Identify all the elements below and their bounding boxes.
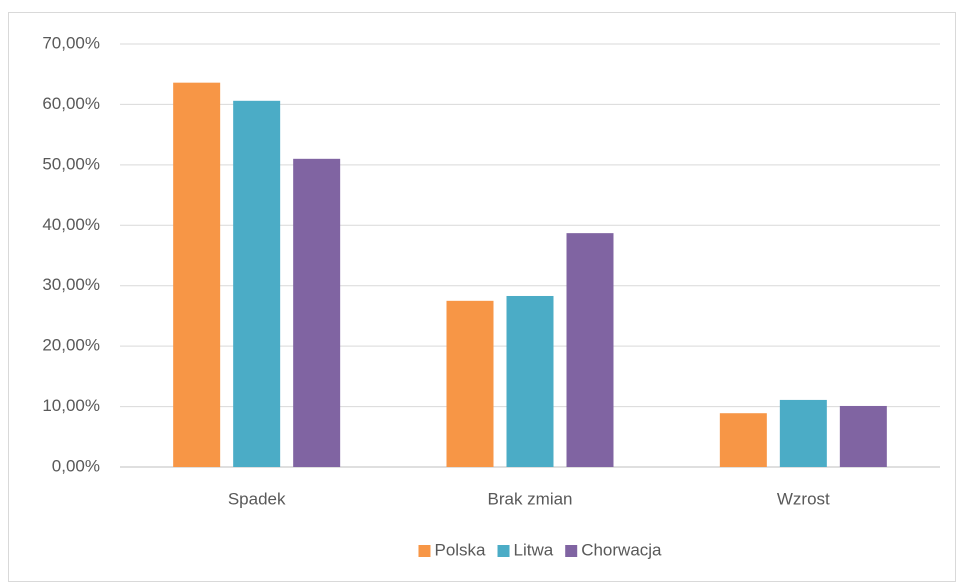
y-tick-label: 40,00%	[42, 215, 100, 234]
y-tick-label: 20,00%	[42, 336, 100, 355]
chart-frame	[8, 12, 956, 582]
bar	[839, 405, 887, 467]
x-tick-label: Wzrost	[777, 489, 830, 508]
legend-swatch	[418, 545, 431, 557]
bar	[779, 399, 827, 467]
y-tick-label: 10,00%	[42, 396, 100, 415]
bar	[446, 300, 494, 467]
bar	[506, 295, 554, 467]
legend-label: Polska	[434, 540, 486, 559]
legend-label: Litwa	[514, 540, 554, 559]
legend-swatch	[565, 545, 578, 557]
y-tick-label: 0,00%	[52, 456, 100, 475]
x-tick-label: Brak zmian	[487, 489, 572, 508]
y-tick-label: 60,00%	[42, 94, 100, 113]
y-tick-label: 30,00%	[42, 275, 100, 294]
bar	[173, 82, 221, 467]
bar	[233, 100, 281, 467]
y-tick-label: 50,00%	[42, 154, 100, 173]
bar	[719, 413, 767, 467]
x-tick-label: Spadek	[228, 489, 286, 508]
bar	[566, 233, 614, 467]
bar	[293, 158, 341, 468]
y-tick-label: 70,00%	[42, 33, 100, 52]
legend-label: Chorwacja	[581, 540, 662, 559]
legend-swatch	[497, 545, 510, 557]
